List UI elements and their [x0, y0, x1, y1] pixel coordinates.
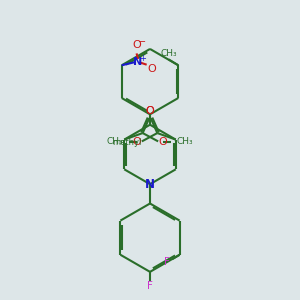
Text: CH₃: CH₃: [107, 137, 123, 146]
Text: O: O: [132, 40, 141, 50]
Text: −: −: [138, 38, 146, 47]
Text: F: F: [147, 281, 153, 291]
Text: O: O: [146, 106, 154, 116]
Text: CH₃: CH₃: [160, 49, 177, 58]
Text: methyl: methyl: [112, 138, 142, 147]
Text: N: N: [134, 57, 143, 67]
Text: +: +: [140, 54, 146, 63]
Text: O: O: [158, 137, 167, 147]
Text: N: N: [145, 178, 155, 191]
Text: CH₃: CH₃: [177, 137, 193, 146]
Text: O: O: [133, 137, 142, 147]
Text: O: O: [146, 106, 154, 116]
Text: O: O: [148, 64, 156, 74]
Text: F: F: [164, 257, 170, 267]
